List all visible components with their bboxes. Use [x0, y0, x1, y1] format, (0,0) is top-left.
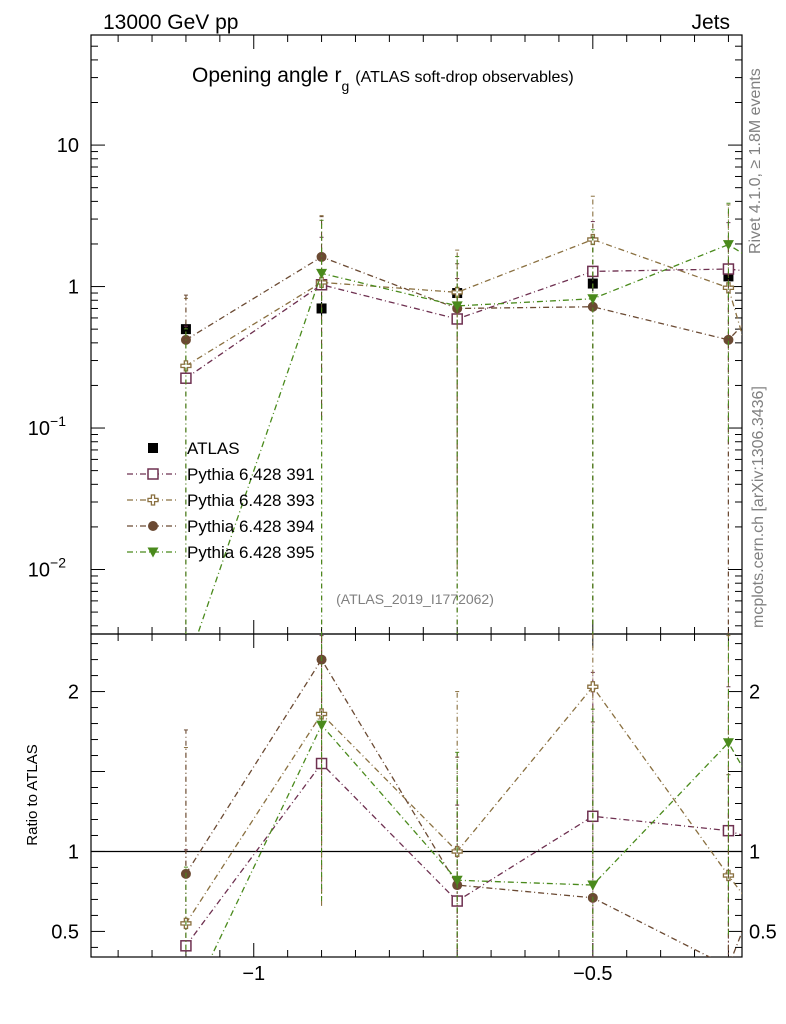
main-series-line: [197, 243, 742, 634]
x-tick-label: −1: [242, 963, 265, 985]
ratio-series-line: [185, 762, 742, 947]
legend-item: Pythia 6.428 394: [127, 517, 315, 536]
legend-item: Pythia 6.428 393: [127, 491, 315, 510]
ratio-series-line: [185, 685, 742, 924]
legend-marker: [147, 494, 159, 506]
main-series-4: [180, 202, 742, 674]
ratio-y-tick-label-left: 2: [68, 682, 79, 704]
ratio-y-tick-label-left: 0.5: [51, 921, 79, 943]
main-data-point: [587, 301, 598, 312]
rivet-version-label: Rivet 4.1.0, ≥ 1.8M events: [747, 68, 764, 254]
plot-title-main: Opening angle r: [192, 64, 341, 87]
ratio-y-tick-label-right: 1: [749, 841, 760, 863]
mcplots-credit-label: mcplots.cern.ch [arXiv:1306.3436]: [750, 386, 767, 628]
main-y-tick-label-base: 10: [28, 559, 50, 581]
header-energy-label: 13000 GeV pp: [103, 11, 238, 34]
main-data-point: [587, 294, 599, 305]
main-series-line: [185, 238, 742, 367]
legend: ATLAS Pythia 6.428 391 Pythia 6.428 393 Pyt…: [127, 439, 315, 562]
ratio-data-point: [723, 962, 733, 972]
main-data-point: [316, 251, 327, 262]
legend-label: Pythia 6.428 395: [187, 543, 315, 562]
main-data-point: [180, 664, 191, 674]
ratio-series-line: [185, 658, 742, 957]
ratio-data-point: [180, 1005, 191, 1015]
ratio-y-tick-label-right: 2: [749, 682, 760, 704]
ratio-series-line: [210, 723, 742, 957]
legend-marker: [148, 521, 158, 531]
legend-item: Pythia 6.428 395: [127, 543, 315, 562]
ratio-y-tick-label-left: 1: [68, 841, 79, 863]
main-series-line: [185, 256, 742, 341]
main-y-tick-label-base: 1: [68, 277, 79, 299]
legend-marker: [148, 443, 158, 453]
main-data-point: [722, 240, 734, 251]
ratio-series-0: [180, 635, 742, 957]
x-tick-label: −0.5: [573, 963, 612, 985]
main-y-tick-label-exponent: −2: [50, 554, 66, 570]
main-data-point: [723, 334, 734, 345]
legend-label: ATLAS: [187, 439, 240, 458]
main-y-tick-label: 1: [68, 277, 79, 299]
main-y-tick-label: 10−1: [28, 413, 66, 440]
ratio-plot-frame: [90, 633, 743, 958]
main-data-point: [451, 301, 463, 312]
main-y-tick-label-base: 10: [57, 135, 79, 157]
header-process-label: Jets: [691, 11, 730, 34]
legend-item: Pythia 6.428 391: [127, 465, 315, 484]
analysis-watermark: (ATLAS_2019_I1772062): [336, 591, 494, 607]
legend-marker: [147, 547, 159, 558]
legend-label: Pythia 6.428 391: [187, 465, 315, 484]
main-data-point: [180, 360, 192, 372]
legend-label: Pythia 6.428 394: [187, 517, 315, 536]
main-y-tick-label: 10: [57, 135, 79, 157]
ratio-series-3: [180, 634, 742, 1015]
ratio-y-axis-label: Ratio to ATLAS: [24, 744, 41, 845]
main-y-tick-label-exponent: −1: [50, 413, 66, 429]
ratio-data-point: [451, 875, 463, 886]
ratio-data-point: [587, 681, 599, 693]
ratio-y-tick-label-right: 0.5: [749, 921, 777, 943]
plot-title: Opening angle rg (ATLAS soft-drop observa…: [192, 64, 574, 94]
plot-title-subscript: g: [341, 78, 349, 94]
legend-label: Pythia 6.428 393: [187, 491, 315, 510]
main-plot-data: [180, 195, 742, 674]
main-series-0: [180, 269, 734, 337]
ratio-data-point: [316, 720, 328, 731]
main-data-point: [316, 268, 328, 279]
plot-title-note: (ATLAS soft-drop observables): [355, 69, 573, 86]
ratio-data-point: [587, 880, 599, 891]
legend-marker: [147, 468, 159, 480]
main-y-tick-label-base: 10: [28, 418, 50, 440]
main-series-1: [180, 221, 742, 634]
legend-item: ATLAS: [148, 439, 240, 458]
main-y-tick-label: 10−2: [28, 554, 66, 581]
ratio-data-point: [722, 738, 734, 749]
ratio-plot-data: [180, 634, 742, 1015]
ratio-series-2: [180, 634, 742, 972]
